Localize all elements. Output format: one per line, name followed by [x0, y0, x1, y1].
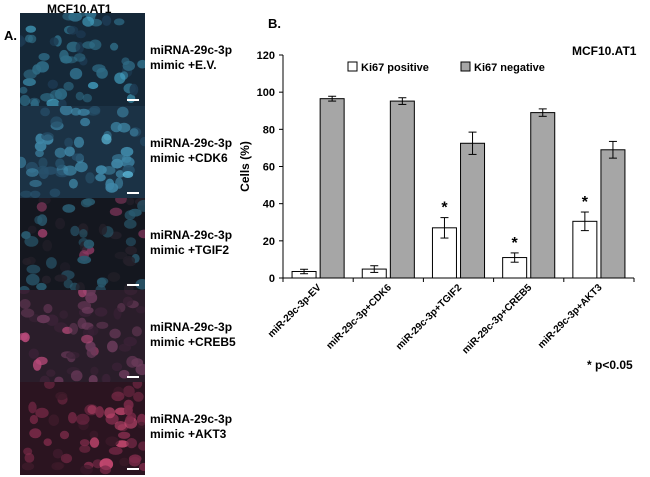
bar-ki67-negative — [389, 100, 415, 279]
y-tick-label: 40 — [263, 199, 275, 211]
micrograph-image — [20, 198, 145, 291]
x-tick-label: miR-29c-3p+TGIF2 — [394, 282, 464, 352]
micrograph-label-line1: miRNA-29c-3p — [150, 228, 233, 242]
y-axis-label: Cells (%) — [238, 141, 252, 192]
micrograph-label: miRNA-29c-3p mimic +AKT3 — [150, 412, 232, 442]
micrograph-image — [20, 382, 145, 475]
y-tick-label: 100 — [257, 87, 275, 99]
significance-marker: * — [441, 200, 448, 217]
micrograph-label-line1: miRNA-29c-3p — [150, 136, 233, 150]
significance-marker: * — [512, 235, 519, 252]
bar-ki67-negative — [530, 112, 556, 279]
bar-ki67-negative — [600, 149, 626, 279]
cell-line-title: MCF10.AT1 — [572, 44, 637, 58]
micrograph-label: miRNA-29c-3p mimic +TGIF2 — [150, 228, 232, 258]
legend-label: Ki67 positive — [361, 62, 429, 74]
micrograph-label: miRNA-29c-3p mimic +CREB5 — [150, 320, 236, 350]
legend-swatch — [347, 61, 358, 72]
significance-note: * p<0.05 — [587, 358, 633, 372]
micrograph-label-line1: miRNA-29c-3p — [150, 412, 233, 426]
y-tick-label: 0 — [269, 273, 275, 285]
micrograph-label-line2: mimic +CDK6 — [150, 151, 228, 165]
y-tick-label: 60 — [263, 162, 275, 174]
micrograph-label-line2: mimic +AKT3 — [150, 427, 227, 441]
micrograph-image — [20, 290, 145, 383]
legend-swatch — [460, 61, 471, 72]
micrograph-label-line2: mimic +TGIF2 — [150, 243, 230, 257]
x-tick-label: miR-29c-3p+AKT3 — [536, 282, 605, 351]
panel-a-letter: A. — [4, 28, 17, 43]
y-tick-label: 80 — [263, 124, 275, 136]
micrograph-label-line2: mimic +CREB5 — [150, 335, 236, 349]
panel-b-letter: B. — [268, 16, 281, 31]
bar-ki67-negative — [460, 142, 486, 279]
x-tick-label: miR-29c-3p-EV — [266, 282, 324, 340]
legend-label: Ki67 negative — [474, 62, 545, 74]
significance-marker: * — [582, 194, 589, 211]
x-tick-label: miR-29c-3p+CDK6 — [325, 282, 395, 352]
micrograph-label-line1: miRNA-29c-3p — [150, 43, 233, 57]
micrograph-image — [20, 106, 145, 199]
micrograph-label: miRNA-29c-3p mimic +CDK6 — [150, 136, 232, 166]
micrograph-label: miRNA-29c-3p mimic +E.V. — [150, 43, 232, 73]
micrograph-image — [20, 13, 145, 106]
y-tick-label: 120 — [257, 50, 275, 62]
micrograph-label-line1: miRNA-29c-3p — [150, 320, 233, 334]
bar-ki67-negative — [319, 98, 345, 279]
x-tick-label: miR-29c-3p+CREB5 — [460, 282, 534, 356]
y-tick-label: 20 — [263, 236, 275, 248]
micrograph-label-line2: mimic +E.V. — [150, 58, 217, 72]
